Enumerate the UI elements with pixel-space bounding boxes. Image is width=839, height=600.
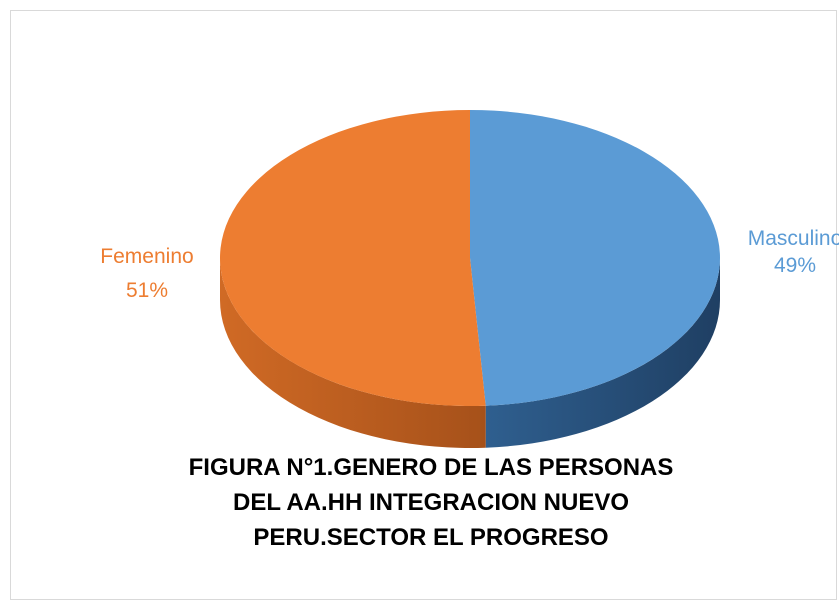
pie-slice	[220, 110, 486, 448]
slice-side	[485, 258, 720, 448]
slice-side	[220, 258, 486, 448]
slice-top	[220, 110, 486, 406]
slice-top	[470, 110, 721, 406]
data-label-value: 49%	[774, 254, 816, 277]
pie-slice	[470, 110, 721, 448]
data-label-category: Masculino	[748, 227, 839, 250]
data-label-category: Femenino	[100, 245, 193, 268]
chart-title: FIGURA N°1.GENERO DE LAS PERSONAS DEL AA…	[188, 454, 674, 551]
data-label-value: 51%	[126, 279, 168, 302]
